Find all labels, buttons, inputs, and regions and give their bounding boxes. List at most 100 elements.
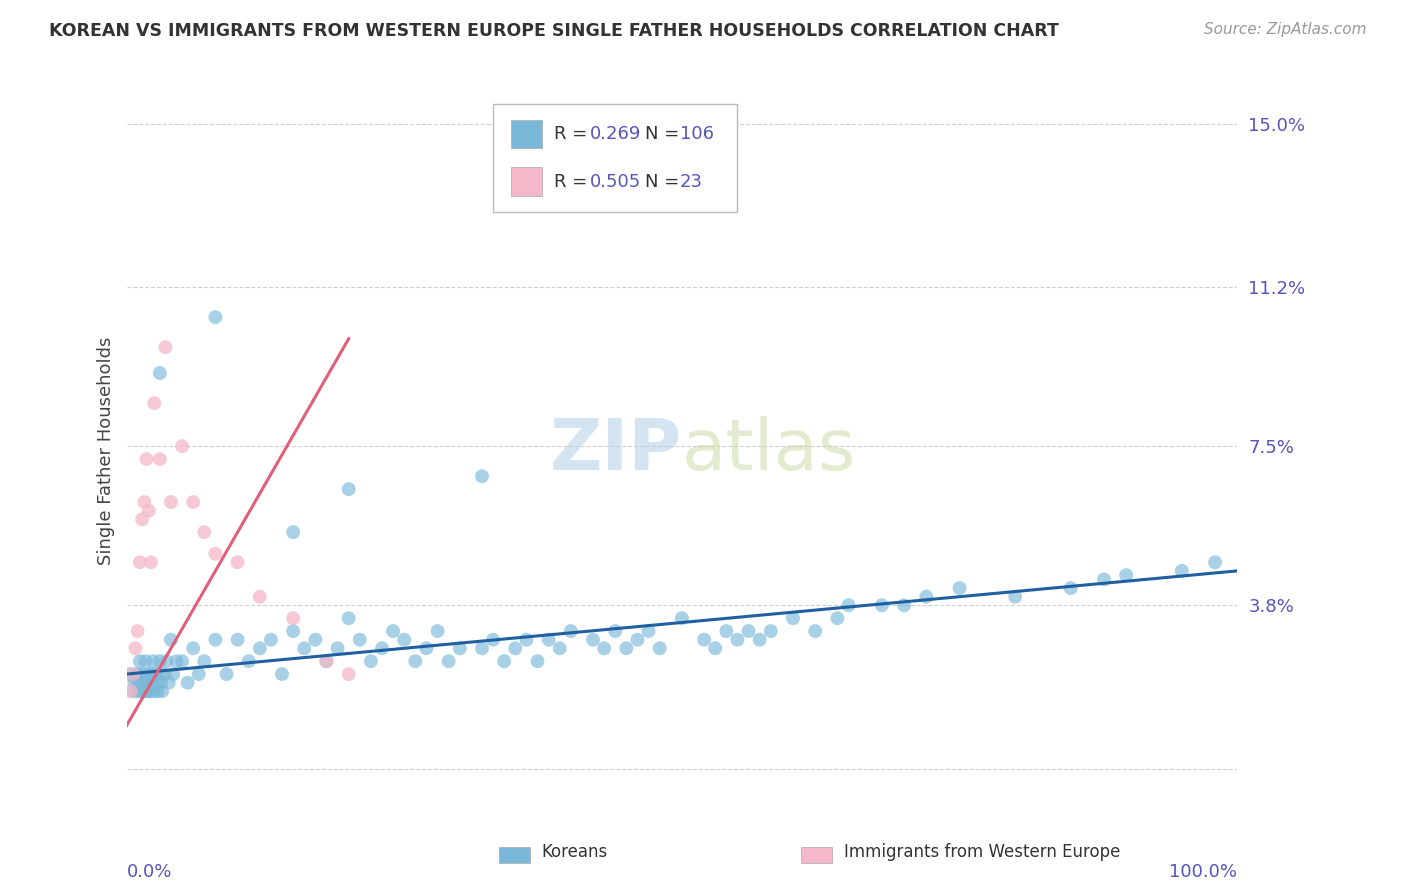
Point <box>526 654 548 668</box>
Point <box>124 675 146 690</box>
Text: R =: R = <box>554 173 592 191</box>
Point <box>122 667 145 681</box>
Text: KOREAN VS IMMIGRANTS FROM WESTERN EUROPE SINGLE FATHER HOUSEHOLDS CORRELATION CH: KOREAN VS IMMIGRANTS FROM WESTERN EUROPE… <box>49 22 1059 40</box>
Point <box>149 675 172 690</box>
Point <box>118 667 141 681</box>
Point <box>181 641 204 656</box>
Point <box>326 641 349 656</box>
Text: 106: 106 <box>681 125 714 143</box>
Point <box>471 469 494 483</box>
Text: 100.0%: 100.0% <box>1170 863 1237 881</box>
Point <box>138 503 160 517</box>
Point <box>124 641 146 656</box>
Point <box>153 667 176 681</box>
Point <box>337 482 360 496</box>
Point <box>145 667 167 681</box>
Text: N =: N = <box>645 173 685 191</box>
Point <box>1060 581 1083 595</box>
Point <box>172 439 194 453</box>
Point <box>281 525 304 540</box>
Point <box>337 611 360 625</box>
Point <box>145 675 167 690</box>
Point <box>143 684 166 698</box>
Point <box>142 654 165 668</box>
Point <box>482 632 505 647</box>
Point <box>360 654 382 668</box>
Point <box>166 654 188 668</box>
Point <box>292 641 315 656</box>
Point <box>404 654 426 668</box>
Point <box>281 624 304 639</box>
Point <box>134 654 156 668</box>
Point <box>249 641 271 656</box>
Point <box>204 547 226 561</box>
Point <box>870 599 893 613</box>
Point <box>139 667 162 681</box>
Point <box>537 632 560 647</box>
Point <box>181 495 204 509</box>
Point <box>949 581 972 595</box>
Point <box>160 632 183 647</box>
Point <box>560 624 582 639</box>
Point <box>155 654 177 668</box>
Point <box>626 632 648 647</box>
Point <box>827 611 849 625</box>
Point <box>127 624 149 639</box>
Point <box>748 632 770 647</box>
Point <box>349 632 371 647</box>
Point <box>337 667 360 681</box>
Point <box>149 452 172 467</box>
Point <box>415 641 437 656</box>
Point <box>249 590 271 604</box>
Text: Koreans: Koreans <box>541 843 607 861</box>
Point <box>193 654 215 668</box>
Point <box>134 684 156 698</box>
Point <box>693 632 716 647</box>
Point <box>759 624 782 639</box>
Y-axis label: Single Father Households: Single Father Households <box>97 336 115 565</box>
Point <box>671 611 693 625</box>
Point <box>149 654 172 668</box>
Text: 23: 23 <box>681 173 703 191</box>
Point <box>135 452 157 467</box>
Point <box>128 555 150 569</box>
Point <box>135 675 157 690</box>
Point <box>704 641 727 656</box>
Point <box>143 396 166 410</box>
Point <box>893 599 915 613</box>
Text: Immigrants from Western Europe: Immigrants from Western Europe <box>844 843 1121 861</box>
Point <box>371 641 394 656</box>
Point <box>582 632 605 647</box>
Point <box>215 667 238 681</box>
Point <box>187 667 209 681</box>
Point <box>128 654 150 668</box>
Point <box>449 641 471 656</box>
Point <box>648 641 671 656</box>
Point <box>138 675 160 690</box>
Point <box>204 632 226 647</box>
Point <box>1004 590 1026 604</box>
Text: atlas: atlas <box>682 416 856 485</box>
Point <box>804 624 827 639</box>
Text: 0.505: 0.505 <box>591 173 641 191</box>
Point <box>204 310 226 325</box>
Point <box>162 667 184 681</box>
Text: R =: R = <box>554 125 592 143</box>
Point <box>315 654 337 668</box>
Point <box>548 641 571 656</box>
Point <box>915 590 938 604</box>
Text: 0.0%: 0.0% <box>127 863 172 881</box>
Point <box>127 684 149 698</box>
Point <box>304 632 326 647</box>
Point <box>127 675 149 690</box>
Point <box>129 684 152 698</box>
Point <box>134 495 156 509</box>
Point <box>503 641 526 656</box>
Text: ZIP: ZIP <box>550 416 682 485</box>
Point <box>271 667 294 681</box>
Point <box>716 624 738 639</box>
Point <box>172 654 194 668</box>
Point <box>128 667 150 681</box>
Point <box>782 611 804 625</box>
Point <box>148 667 170 681</box>
